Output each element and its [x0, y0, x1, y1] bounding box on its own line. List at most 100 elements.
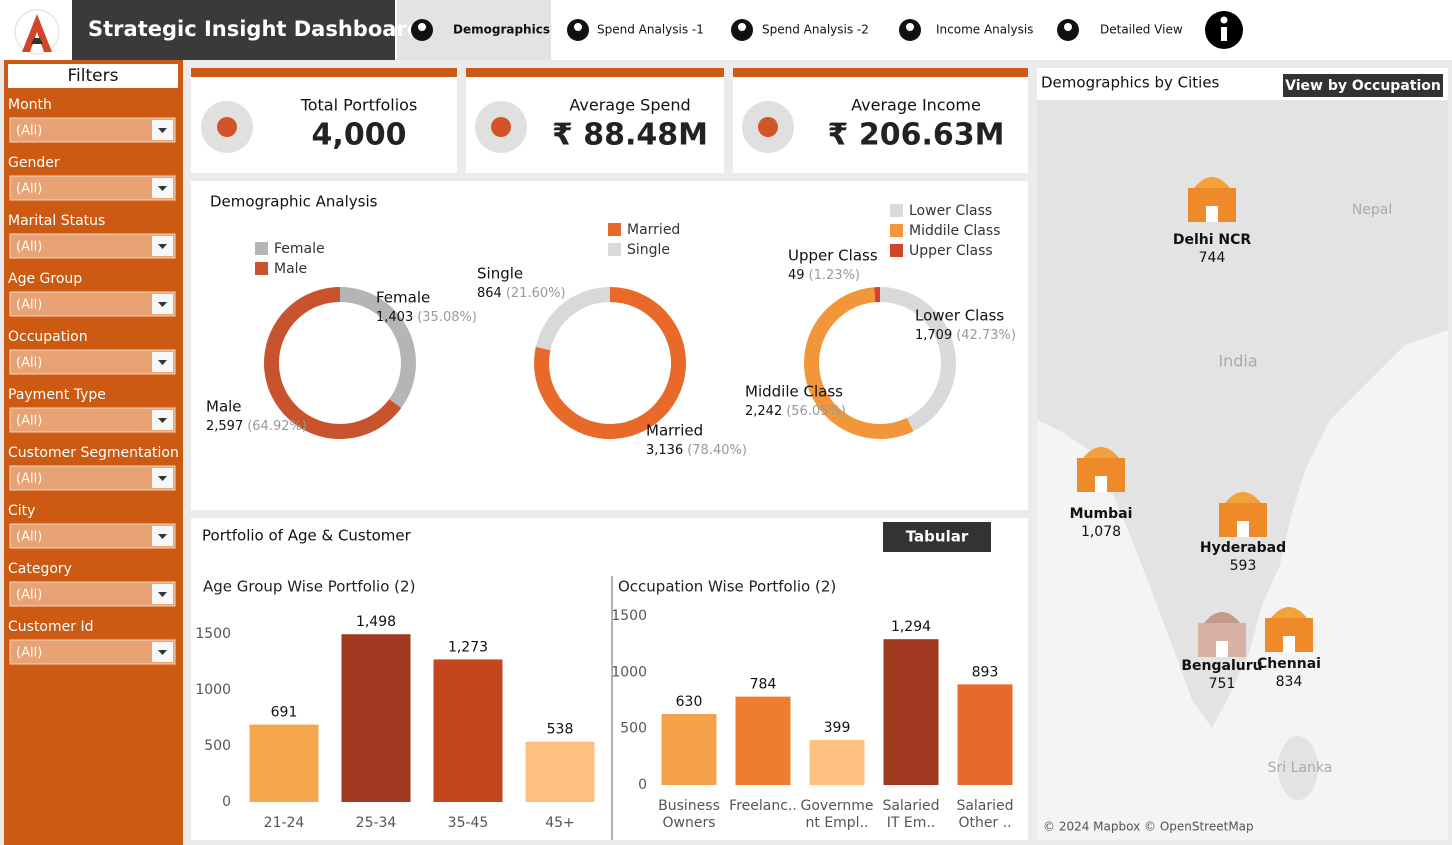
map-region-label: Sri Lanka: [1268, 760, 1333, 776]
tab-icon-detail: [574, 23, 582, 31]
tab[interactable]: Spend Analysis -2: [731, 19, 869, 41]
filter-value: (All): [16, 182, 42, 197]
filter-dropdown[interactable]: (All): [9, 523, 176, 549]
tabular-button[interactable]: [883, 522, 991, 552]
filter-label: Customer Segmentation: [8, 445, 179, 461]
filter-value: (All): [16, 356, 42, 371]
kpi-value: ₹ 206.63M: [828, 118, 1005, 153]
x-tick-label: Salaried: [882, 798, 939, 814]
x-tick-label: 45+: [545, 815, 575, 831]
dropdown-box: [9, 175, 176, 201]
slice-count: 864: [477, 286, 502, 301]
city-marker[interactable]: Bengaluru 751: [1181, 612, 1263, 692]
filters-title: Filters: [68, 66, 119, 86]
x-tick-label: 25-34: [356, 815, 397, 831]
bar-value-label: 399: [824, 720, 851, 736]
legend-label: Male: [274, 261, 307, 277]
dropdown-box: [9, 117, 176, 143]
slice-percent: (42.73%): [956, 328, 1016, 343]
filter-value: (All): [16, 472, 42, 487]
tab-label: Demographics: [453, 23, 550, 37]
bar: [249, 724, 319, 802]
kpi-accent: [466, 68, 724, 77]
donut-slice: [804, 287, 914, 439]
legend-swatch: [255, 262, 268, 275]
dashboard-title: Strategic Insight Dashboard: [88, 17, 422, 41]
bar-value-label: 784: [750, 677, 777, 693]
filter-dropdown[interactable]: (All): [9, 117, 176, 143]
dropdown-arrow: [158, 534, 167, 539]
filter-dropdown[interactable]: (All): [9, 639, 176, 665]
tab-icon-detail: [906, 23, 914, 31]
y-tick-label: 1000: [195, 682, 231, 698]
city-icon-door: [1237, 521, 1249, 537]
bar-value-label: 538: [547, 722, 574, 738]
slice-value: 2,242 (56.05%): [745, 404, 846, 419]
slice-percent: (1.23%): [809, 268, 860, 283]
city-marker[interactable]: Chennai 834: [1257, 607, 1321, 690]
x-tick-label: Freelanc..: [729, 798, 797, 814]
map-land: [1037, 100, 1448, 728]
info-icon-bar: [1221, 27, 1227, 41]
x-tick-label: 21-24: [264, 815, 305, 831]
tab[interactable]: Demographics: [411, 19, 550, 41]
bar: [433, 659, 503, 802]
kpi-label: Average Income: [851, 96, 981, 115]
bar-value-label: 691: [271, 705, 298, 721]
tab[interactable]: Detailed View: [1057, 19, 1183, 41]
filter-value: (All): [16, 530, 42, 545]
kpi-label: Total Portfolios: [300, 96, 418, 115]
x-tick-label: 35-45: [448, 815, 489, 831]
dropdown-arrow: [158, 650, 167, 655]
tab-icon-detail: [1064, 23, 1072, 31]
tab-icon-detail: [738, 23, 746, 31]
filter-label: Marital Status: [8, 213, 105, 229]
slice-label: Upper Class: [788, 247, 878, 265]
city-icon-door: [1206, 206, 1218, 222]
y-tick-label: 0: [222, 794, 231, 810]
tab[interactable]: Spend Analysis -1: [567, 19, 704, 41]
bar: [661, 714, 717, 785]
bar-value-label: 1,498: [356, 614, 396, 630]
dropdown-arrow: [158, 360, 167, 365]
filter-dropdown[interactable]: (All): [9, 349, 176, 375]
donut-slice: [535, 287, 610, 351]
legend-swatch: [255, 242, 268, 255]
filter-dropdown[interactable]: (All): [9, 175, 176, 201]
bar: [883, 639, 939, 785]
city-marker[interactable]: Delhi NCR 744: [1173, 177, 1252, 266]
filter-dropdown[interactable]: (All): [9, 581, 176, 607]
filter-dropdown[interactable]: (All): [9, 233, 176, 259]
y-tick-label: 1500: [611, 608, 647, 624]
city-marker[interactable]: Hyderabad 593: [1200, 492, 1286, 574]
y-tick-label: 0: [638, 777, 647, 793]
city-name: Chennai: [1257, 656, 1321, 672]
map-region-label: Nepal: [1352, 202, 1392, 218]
legend-label: Lower Class: [909, 203, 992, 219]
dropdown-box: [9, 581, 176, 607]
slice-percent: (56.05%): [786, 404, 846, 419]
legend-swatch: [890, 244, 903, 257]
bar: [525, 741, 595, 802]
dropdown-box: [9, 291, 176, 317]
kpi-icon-glyph: [758, 117, 778, 137]
city-name: Bengaluru: [1181, 658, 1262, 674]
slice-count: 2,242: [745, 404, 782, 419]
dropdown-arrow: [158, 302, 167, 307]
city-icon-door: [1283, 636, 1295, 652]
filter-dropdown[interactable]: (All): [9, 407, 176, 433]
slice-value: 2,597 (64.92%): [206, 419, 307, 434]
slice-value: 1,709 (42.73%): [915, 328, 1016, 343]
slice-label: Married: [646, 422, 703, 440]
occupation-button[interactable]: [1283, 74, 1443, 97]
city-marker[interactable]: Mumbai 1,078: [1070, 447, 1133, 540]
x-tick-label: Governme: [801, 798, 874, 814]
slice-percent: (64.92%): [247, 419, 307, 434]
city-name: Hyderabad: [1200, 540, 1286, 556]
filter-dropdown[interactable]: (All): [9, 291, 176, 317]
tab[interactable]: Income Analysis: [899, 19, 1033, 41]
filter-dropdown[interactable]: (All): [9, 465, 176, 491]
button-label: View by Occupation: [1285, 78, 1441, 94]
panel-title: Portfolio of Age & Customer: [202, 527, 412, 545]
